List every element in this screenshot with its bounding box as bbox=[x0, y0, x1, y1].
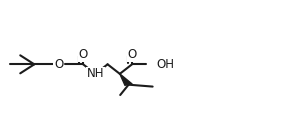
Text: NH: NH bbox=[87, 67, 104, 80]
Text: OH: OH bbox=[156, 58, 174, 71]
Polygon shape bbox=[120, 74, 132, 85]
Text: O: O bbox=[127, 48, 137, 61]
Text: O: O bbox=[78, 48, 88, 61]
Text: O: O bbox=[54, 58, 63, 71]
